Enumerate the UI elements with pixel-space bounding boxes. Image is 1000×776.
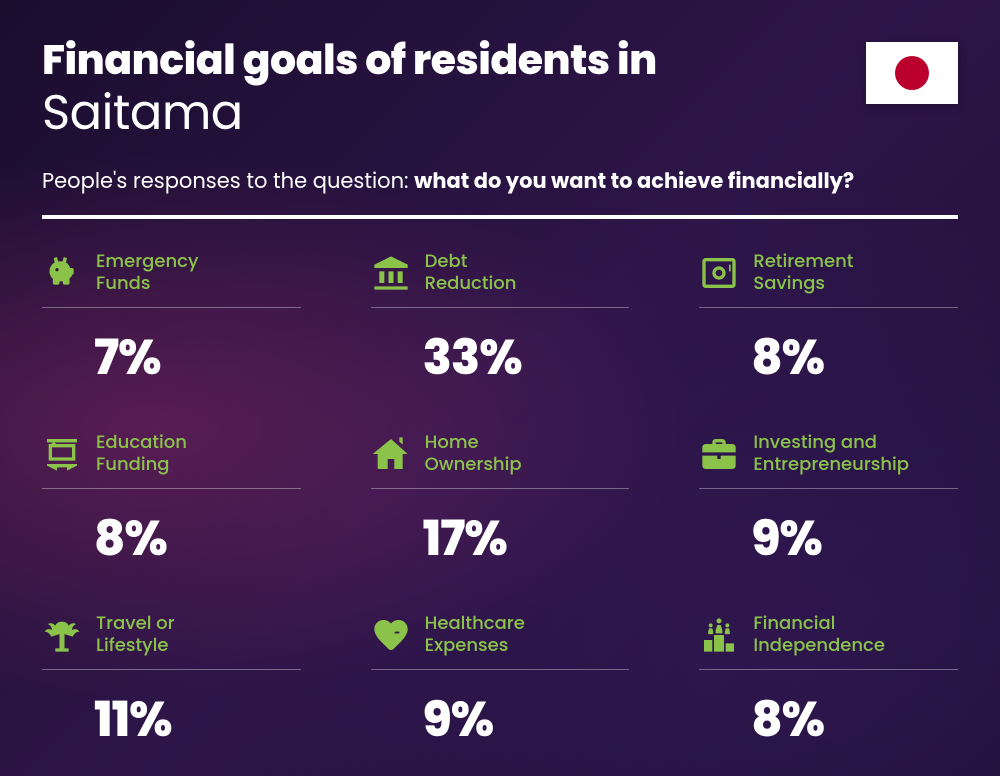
- podium-icon: [699, 615, 739, 655]
- goal-head: Travel orLifestyle: [42, 611, 301, 659]
- goal-item: EducationFunding 8%: [42, 430, 301, 575]
- goal-label: FinancialIndependence: [753, 613, 885, 658]
- goal-divider: [699, 307, 958, 308]
- briefcase-icon: [699, 434, 739, 474]
- heart-pulse-icon: [371, 615, 411, 655]
- subtitle-prefix: People's responses to the question:: [42, 167, 414, 196]
- goal-divider: [371, 307, 630, 308]
- goal-divider: [371, 488, 630, 489]
- goal-head: HomeOwnership: [371, 430, 630, 478]
- goal-percent: 17%: [371, 503, 630, 575]
- subtitle: People's responses to the question: what…: [42, 166, 958, 197]
- flag-circle: [895, 56, 929, 90]
- goal-item: FinancialIndependence 8%: [699, 611, 958, 756]
- goal-label: EducationFunding: [96, 432, 187, 477]
- goal-divider: [699, 488, 958, 489]
- house-icon: [371, 434, 411, 474]
- subtitle-bold: what do you want to achieve financially?: [414, 167, 854, 196]
- title-line-1: Financial goals of residents in: [42, 38, 958, 83]
- goal-divider: [42, 669, 301, 670]
- goal-head: RetirementSavings: [699, 249, 958, 297]
- goal-label: HealthcareExpenses: [425, 613, 525, 658]
- title-line-2: Saitama: [42, 85, 958, 140]
- goal-head: Investing andEntrepreneurship: [699, 430, 958, 478]
- presentation-icon: [42, 434, 82, 474]
- goal-percent: 9%: [371, 684, 630, 756]
- japan-flag: [866, 42, 958, 104]
- goal-head: EmergencyFunds: [42, 249, 301, 297]
- goal-percent: 8%: [699, 322, 958, 394]
- piggy-bank-icon: [42, 253, 82, 293]
- goal-item: HealthcareExpenses 9%: [371, 611, 630, 756]
- goal-percent: 9%: [699, 503, 958, 575]
- safe-icon: [699, 253, 739, 293]
- main-divider: [42, 215, 958, 219]
- goals-grid: EmergencyFunds 7% DebtReduction 33% Reti…: [42, 249, 958, 756]
- goal-item: Investing andEntrepreneurship 9%: [699, 430, 958, 575]
- goal-head: HealthcareExpenses: [371, 611, 630, 659]
- goal-divider: [42, 307, 301, 308]
- goal-item: Travel orLifestyle 11%: [42, 611, 301, 756]
- goal-item: EmergencyFunds 7%: [42, 249, 301, 394]
- goal-head: DebtReduction: [371, 249, 630, 297]
- goal-label: EmergencyFunds: [96, 251, 198, 296]
- goal-percent: 33%: [371, 322, 630, 394]
- goal-divider: [699, 669, 958, 670]
- goal-head: FinancialIndependence: [699, 611, 958, 659]
- bank-icon: [371, 253, 411, 293]
- header: Financial goals of residents in Saitama …: [42, 38, 958, 219]
- goal-head: EducationFunding: [42, 430, 301, 478]
- goal-label: DebtReduction: [425, 251, 517, 296]
- goal-percent: 7%: [42, 322, 301, 394]
- goal-divider: [42, 488, 301, 489]
- goal-percent: 8%: [699, 684, 958, 756]
- palm-tree-icon: [42, 615, 82, 655]
- goal-label: Travel orLifestyle: [96, 613, 175, 658]
- goal-label: Investing andEntrepreneurship: [753, 432, 909, 477]
- goal-label: RetirementSavings: [753, 251, 853, 296]
- goal-item: HomeOwnership 17%: [371, 430, 630, 575]
- goal-divider: [371, 669, 630, 670]
- goal-percent: 11%: [42, 684, 301, 756]
- goal-item: DebtReduction 33%: [371, 249, 630, 394]
- goal-label: HomeOwnership: [425, 432, 522, 477]
- goal-percent: 8%: [42, 503, 301, 575]
- goal-item: RetirementSavings 8%: [699, 249, 958, 394]
